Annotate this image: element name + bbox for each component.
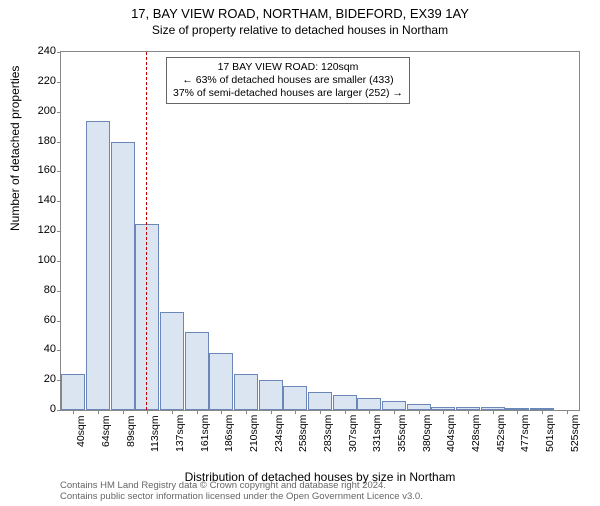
x-tick-label: 428sqm [470,415,482,452]
histogram-bar [357,398,381,410]
y-tick [57,410,61,411]
histogram-bar [259,380,283,410]
plot-area: 17 BAY VIEW ROAD: 120sqm← 63% of detache… [60,51,580,411]
y-tick [57,261,61,262]
annotation-line: 17 BAY VIEW ROAD: 120sqm [173,61,403,74]
y-tick-label: 180 [38,135,56,147]
x-tick-label: 64sqm [100,415,112,447]
x-tick [172,410,173,414]
x-tick-label: 331sqm [371,415,383,452]
x-tick-label: 355sqm [396,415,408,452]
histogram-bar [283,386,307,410]
y-tick [57,142,61,143]
x-tick-label: 283sqm [322,415,334,452]
histogram-bar [160,312,184,410]
y-tick [57,112,61,113]
x-tick-label: 89sqm [125,415,137,447]
annotation-box: 17 BAY VIEW ROAD: 120sqm← 63% of detache… [166,57,410,104]
y-tick-label: 80 [44,284,56,296]
x-tick-label: 525sqm [569,415,581,452]
y-tick [57,82,61,83]
x-tick [345,410,346,414]
x-tick-label: 404sqm [445,415,457,452]
y-tick [57,231,61,232]
y-tick-label: 240 [38,45,56,57]
annotation-line: ← 63% of detached houses are smaller (43… [173,74,403,87]
x-tick-label: 501sqm [544,415,556,452]
histogram-bar [111,142,135,411]
x-tick [271,410,272,414]
y-tick [57,350,61,351]
x-tick [468,410,469,414]
x-tick [542,410,543,414]
histogram-bar [382,401,406,410]
y-tick-label: 100 [38,254,56,266]
annotation-line: 37% of semi-detached houses are larger (… [173,87,403,100]
chart-title: 17, BAY VIEW ROAD, NORTHAM, BIDEFORD, EX… [0,6,600,21]
histogram-bar [185,332,209,410]
y-tick-label: 40 [44,343,56,355]
y-tick [57,171,61,172]
x-tick [443,410,444,414]
x-tick [369,410,370,414]
x-tick-label: 234sqm [273,415,285,452]
x-tick-label: 161sqm [199,415,211,452]
histogram-bar [333,395,357,410]
y-tick-label: 140 [38,194,56,206]
y-tick-label: 220 [38,75,56,87]
y-tick-label: 20 [44,373,56,385]
x-tick [123,410,124,414]
y-tick [57,321,61,322]
histogram-bar [209,353,233,410]
x-tick-label: 210sqm [248,415,260,452]
x-tick-label: 258sqm [297,415,309,452]
x-tick-label: 452sqm [495,415,507,452]
x-tick-label: 477sqm [519,415,531,452]
x-tick [567,410,568,414]
attribution-line: Contains public sector information licen… [60,492,423,503]
y-tick [57,201,61,202]
x-tick [295,410,296,414]
histogram-bar [135,224,159,410]
histogram-bar [86,121,110,410]
x-tick [419,410,420,414]
x-tick [197,410,198,414]
x-tick [221,410,222,414]
x-tick-label: 380sqm [421,415,433,452]
y-axis-label: Number of detached properties [8,66,22,231]
x-tick [320,410,321,414]
x-tick [493,410,494,414]
histogram-bar [234,374,258,410]
histogram-bar [308,392,332,410]
x-tick [73,410,74,414]
x-tick-label: 137sqm [174,415,186,452]
y-tick-label: 120 [38,224,56,236]
x-tick [147,410,148,414]
y-tick [57,291,61,292]
x-tick [394,410,395,414]
x-tick [98,410,99,414]
x-tick [246,410,247,414]
x-tick-label: 40sqm [75,415,87,447]
y-tick [57,52,61,53]
x-tick [517,410,518,414]
histogram-bar [61,374,85,410]
x-tick-label: 307sqm [347,415,359,452]
chart-subtitle: Size of property relative to detached ho… [0,23,600,37]
y-tick-label: 60 [44,314,56,326]
y-tick-label: 200 [38,105,56,117]
y-tick-label: 0 [50,403,56,415]
x-tick-label: 186sqm [223,415,235,452]
reference-line [146,52,147,410]
y-tick-label: 160 [38,164,56,176]
x-tick-label: 113sqm [149,415,161,452]
